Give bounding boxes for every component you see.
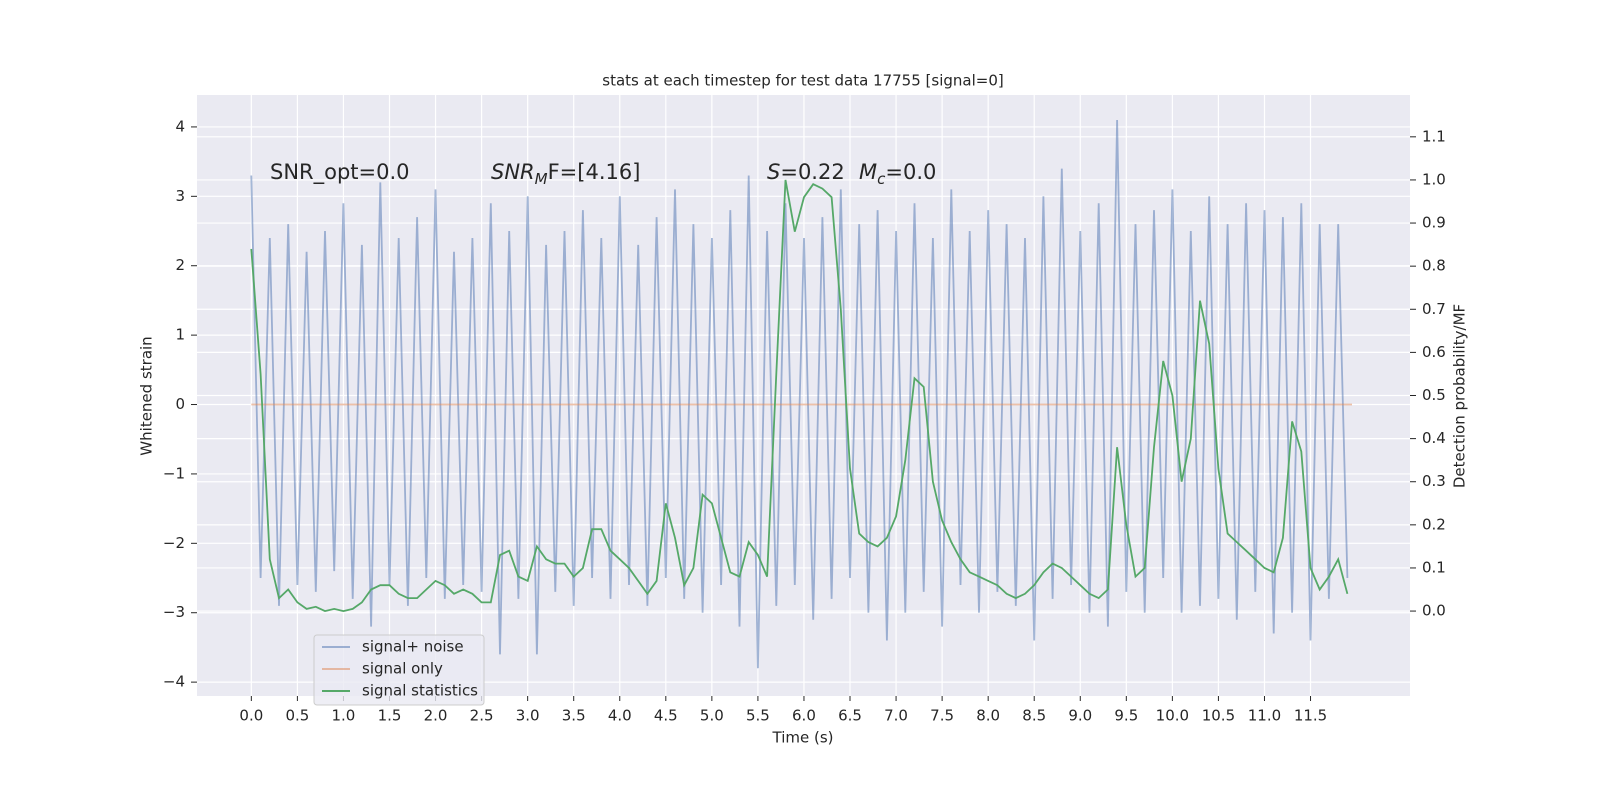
x-tick-label: 10.0 (1156, 707, 1189, 725)
legend: signal+ noise signal only signal statistic… (313, 634, 485, 706)
x-tick-label: 6.0 (792, 707, 816, 725)
y-tick-label: 1 (175, 326, 185, 344)
x-tick-label: 1.0 (332, 707, 356, 725)
y2-tick-label: 0.4 (1422, 429, 1446, 447)
y-tick-label: 3 (175, 187, 185, 205)
x-tick-label: 7.0 (884, 707, 908, 725)
annotation: SNRMF=[4.16] (491, 160, 640, 188)
x-tick-label: 0.5 (285, 707, 309, 725)
y2-tick-label: 0.5 (1422, 386, 1446, 404)
y2-tick-label: 0.6 (1422, 343, 1446, 361)
annotation-rest: =0.0 (885, 160, 936, 184)
x-tick-label: 6.5 (838, 707, 862, 725)
y-tick-label: 0 (175, 395, 185, 413)
x-tick-label: 11.0 (1248, 707, 1281, 725)
legend-label: signal+ noise (362, 638, 464, 656)
y2-tick-label: 0.2 (1422, 515, 1446, 533)
y-tick-label: −3 (163, 603, 185, 621)
legend-label: signal statistics (362, 682, 478, 700)
y2-tick-label: 0.1 (1422, 558, 1446, 576)
annotation: SNR_opt=0.0 (270, 160, 410, 185)
y2-tick-label: 0.0 (1422, 602, 1446, 620)
y2-tick-label: 0.9 (1422, 214, 1446, 232)
x-tick-label: 7.5 (930, 707, 954, 725)
x-tick-label: 8.5 (1022, 707, 1046, 725)
x-tick-label: 9.5 (1114, 707, 1138, 725)
x-axis-label: Time (s) (772, 729, 834, 747)
y2-tick-label: 1.0 (1422, 170, 1446, 188)
x-tick-label: 2.0 (424, 707, 448, 725)
chart-title: stats at each timestep for test data 177… (602, 72, 1003, 90)
x-tick-label: 10.5 (1202, 707, 1235, 725)
x-tick-label: 3.0 (516, 707, 540, 725)
annotation-sub: M (535, 170, 548, 188)
y-tick-label: −2 (163, 534, 185, 552)
annotation-rest: =0.22 (780, 160, 844, 184)
x-tick-label: 8.0 (976, 707, 1000, 725)
x-tick-label: 4.5 (654, 707, 678, 725)
legend-label: signal only (362, 660, 443, 678)
x-tick-label: 5.0 (700, 707, 724, 725)
x-tick-label: 9.0 (1068, 707, 1092, 725)
annotation-base: S (767, 160, 780, 184)
annotation-rest: F=[4.16] (548, 160, 641, 184)
series-line (250, 179, 1349, 613)
x-tick-label: 4.0 (608, 707, 632, 725)
y-tick-label: −4 (163, 673, 185, 691)
annotation-base: M (859, 160, 877, 184)
series-line (250, 119, 1349, 669)
annotation-text: SNR_opt=0.0 (270, 160, 410, 185)
annotation: Mc=0.0 (859, 160, 936, 188)
x-tick-label: 5.5 (746, 707, 770, 725)
y2-tick-label: 0.3 (1422, 472, 1446, 490)
x-tick-label: 0.0 (239, 707, 263, 725)
y-tick-label: −1 (163, 464, 185, 482)
y2-tick-label: 1.1 (1422, 127, 1446, 145)
y-tick-label: 2 (175, 256, 185, 274)
y2-tick-label: 0.7 (1422, 300, 1446, 318)
y2-tick-label: 0.8 (1422, 257, 1446, 275)
y-tick-label: 4 (175, 117, 185, 135)
y-axis-label: Whitened strain (138, 336, 156, 455)
x-tick-label: 2.5 (470, 707, 494, 725)
annotation: S=0.22 (767, 160, 845, 184)
legend-box (313, 634, 485, 706)
y2-axis-label: Detection probability/MF (1451, 304, 1469, 488)
x-tick-label: 3.5 (562, 707, 586, 725)
x-tick-label: 11.5 (1294, 707, 1327, 725)
annotation-sub: c (877, 170, 886, 188)
x-tick-label: 1.5 (378, 707, 402, 725)
annotation-base: SNR (491, 160, 535, 184)
